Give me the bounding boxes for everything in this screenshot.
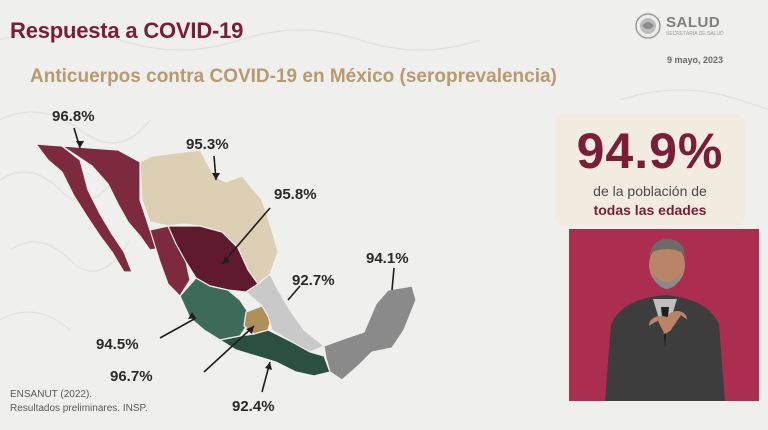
logo-text: SALUD <box>666 14 721 31</box>
logo-subtext: SECRETARÍA DE SALUD <box>666 31 724 37</box>
label-west: 94.5% <box>96 336 139 353</box>
region-south <box>218 329 331 377</box>
sign-language-interpreter-image <box>569 229 759 401</box>
label-northwest: 96.8% <box>52 108 95 125</box>
label-southeast: 94.1% <box>366 250 409 267</box>
date-label: 9 mayo, 2023 <box>667 55 724 65</box>
page-title: Respuesta a COVID-19 <box>10 18 244 43</box>
page-subtitle: Anticuerpos contra COVID-19 en México (s… <box>30 66 557 87</box>
source-note: ENSANUT (2022). Resultados preliminares.… <box>10 388 148 416</box>
label-north-central: 95.8% <box>274 186 317 203</box>
source-line-2: Resultados preliminares. INSP. <box>10 403 148 414</box>
stat-caption: de la población de <box>593 183 707 199</box>
label-northeast: 95.3% <box>186 136 229 153</box>
label-central-south: 96.7% <box>110 368 153 385</box>
source-line-1: ENSANUT (2022). <box>10 389 93 400</box>
stat-value: 94.9% <box>576 123 724 179</box>
label-south: 92.4% <box>232 398 275 415</box>
region-southeast <box>323 285 417 381</box>
label-central-east: 92.7% <box>292 272 335 289</box>
stat-caption-emphasis: todas las edades <box>593 202 707 218</box>
stat-card: 94.9% de la población de todas las edade… <box>555 114 745 226</box>
salud-logo-icon <box>635 13 661 39</box>
